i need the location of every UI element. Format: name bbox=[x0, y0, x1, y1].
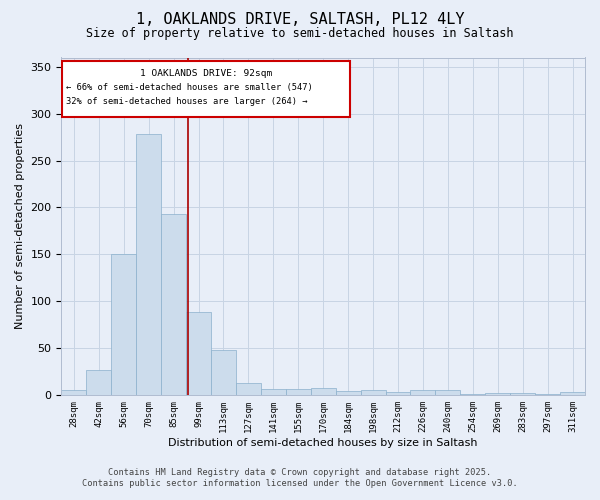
Bar bbox=[86, 370, 111, 395]
Bar bbox=[410, 390, 436, 395]
Bar bbox=[311, 388, 335, 395]
Text: 32% of semi-detached houses are larger (264) →: 32% of semi-detached houses are larger (… bbox=[66, 97, 307, 106]
Bar bbox=[535, 394, 560, 395]
Bar bbox=[286, 389, 311, 395]
Bar bbox=[560, 392, 585, 395]
Bar bbox=[111, 254, 136, 395]
X-axis label: Distribution of semi-detached houses by size in Saltash: Distribution of semi-detached houses by … bbox=[169, 438, 478, 448]
Bar bbox=[236, 382, 261, 395]
Text: 1 OAKLANDS DRIVE: 92sqm: 1 OAKLANDS DRIVE: 92sqm bbox=[140, 68, 272, 78]
Bar bbox=[510, 393, 535, 395]
Text: 1, OAKLANDS DRIVE, SALTASH, PL12 4LY: 1, OAKLANDS DRIVE, SALTASH, PL12 4LY bbox=[136, 12, 464, 28]
Bar bbox=[386, 392, 410, 395]
Bar bbox=[436, 390, 460, 395]
Bar bbox=[161, 214, 186, 395]
Bar bbox=[62, 61, 350, 118]
Bar bbox=[361, 390, 386, 395]
Bar bbox=[61, 390, 86, 395]
Y-axis label: Number of semi-detached properties: Number of semi-detached properties bbox=[15, 123, 25, 329]
Bar bbox=[261, 389, 286, 395]
Bar bbox=[460, 394, 485, 395]
Bar bbox=[335, 391, 361, 395]
Text: Size of property relative to semi-detached houses in Saltash: Size of property relative to semi-detach… bbox=[86, 28, 514, 40]
Bar bbox=[186, 312, 211, 395]
Text: Contains HM Land Registry data © Crown copyright and database right 2025.
Contai: Contains HM Land Registry data © Crown c… bbox=[82, 468, 518, 487]
Bar bbox=[136, 134, 161, 395]
Bar bbox=[211, 350, 236, 395]
Text: ← 66% of semi-detached houses are smaller (547): ← 66% of semi-detached houses are smalle… bbox=[66, 83, 313, 92]
Bar bbox=[485, 393, 510, 395]
